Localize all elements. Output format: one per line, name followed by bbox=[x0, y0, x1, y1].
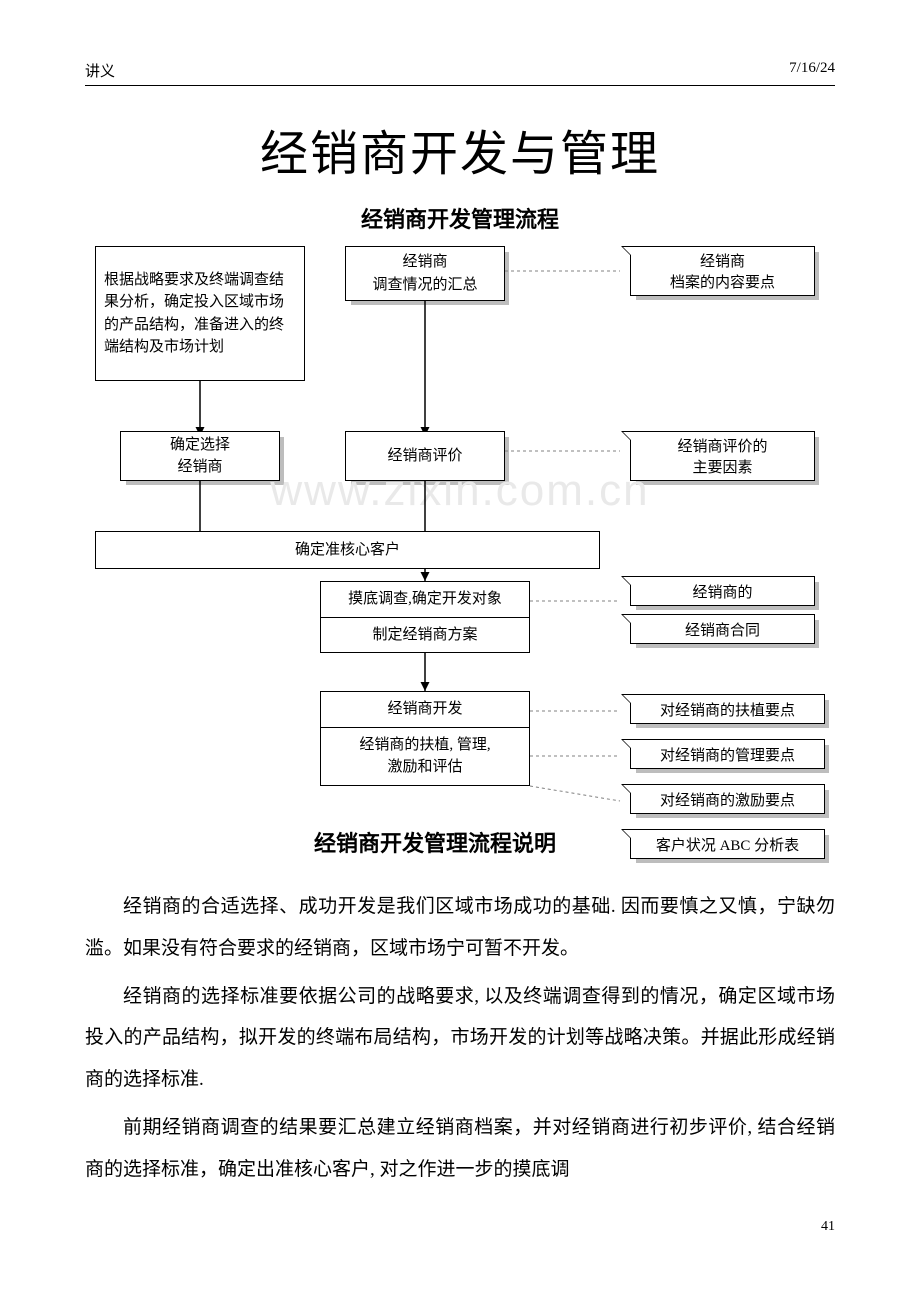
annot-support-text: 对经销商的扶植要点 bbox=[660, 699, 795, 720]
header-left: 讲义 bbox=[85, 60, 115, 81]
box-dev: 经销商开发 经销商的扶植, 管理, 激励和评估 bbox=[320, 691, 530, 786]
main-title: 经销商开发与管理 bbox=[85, 114, 835, 184]
annot-manage: 对经销商的管理要点 bbox=[630, 739, 825, 769]
box-eval: 经销商评价 bbox=[345, 431, 505, 481]
box-strategy: 根据战略要求及终端调查结果分析，确定投入区域市场的产品结构，准备进入的终端结构及… bbox=[95, 246, 305, 381]
annot-support: 对经销商的扶植要点 bbox=[630, 694, 825, 724]
box-plan-bot-text: 制定经销商方案 bbox=[321, 618, 529, 653]
annot-abc-text: 客户状况 ABC 分析表 bbox=[656, 834, 799, 855]
box-core-text: 确定准核心客户 bbox=[295, 539, 400, 562]
annot-contract-bot-text: 经销商合同 bbox=[685, 619, 760, 640]
page-number: 41 bbox=[85, 1219, 835, 1235]
box-core: 确定准核心客户 bbox=[95, 531, 600, 569]
box-survey-text: 经销商 调查情况的汇总 bbox=[372, 251, 477, 296]
annot-contract-top: 经销商的 bbox=[630, 576, 815, 606]
box-dev-top-text: 经销商开发 bbox=[321, 692, 529, 728]
annot-manage-text: 对经销商的管理要点 bbox=[660, 744, 795, 765]
annot-contract-bot: 经销商合同 bbox=[630, 614, 815, 644]
box-dev-bot-text: 经销商的扶植, 管理, 激励和评估 bbox=[321, 728, 529, 785]
header-right: 7/16/24 bbox=[789, 60, 835, 81]
explain-title: 经销商开发管理流程说明 bbox=[255, 826, 615, 858]
paragraph-3: 前期经销商调查的结果要汇总建立经销商档案，并对经销商进行初步评价, 结合经销商的… bbox=[85, 1107, 835, 1191]
annot-contract-top-text: 经销商的 bbox=[692, 581, 752, 602]
box-eval-text: 经销商评价 bbox=[387, 445, 462, 468]
annot-eval-factor-text: 经销商评价的 主要因素 bbox=[677, 435, 767, 477]
body-text: 经销商的合适选择、成功开发是我们区域市场成功的基础. 因而要慎之又慎，宁缺勿滥。… bbox=[85, 886, 835, 1191]
box-plan-top-text: 摸底调查,确定开发对象 bbox=[321, 582, 529, 618]
box-plan: 摸底调查,确定开发对象 制定经销商方案 bbox=[320, 581, 530, 653]
paragraph-1: 经销商的合适选择、成功开发是我们区域市场成功的基础. 因而要慎之又慎，宁缺勿滥。… bbox=[85, 886, 835, 970]
flowchart: 根据战略要求及终端调查结果分析，确定投入区域市场的产品结构，准备进入的终端结构及… bbox=[85, 246, 835, 886]
annot-eval-factor: 经销商评价的 主要因素 bbox=[630, 431, 815, 481]
annot-archive-text: 经销商 档案的内容要点 bbox=[670, 250, 775, 292]
paragraph-2: 经销商的选择标准要依据公司的战略要求, 以及终端调查得到的情况，确定区域市场投入… bbox=[85, 976, 835, 1101]
annot-archive: 经销商 档案的内容要点 bbox=[630, 246, 815, 296]
flow-title: 经销商开发管理流程 bbox=[85, 202, 835, 234]
box-select-text: 确定选择 经销商 bbox=[170, 434, 230, 479]
box-survey: 经销商 调查情况的汇总 bbox=[345, 246, 505, 301]
annot-abc: 客户状况 ABC 分析表 bbox=[630, 829, 825, 859]
box-select: 确定选择 经销商 bbox=[120, 431, 280, 481]
annot-motivate-text: 对经销商的激励要点 bbox=[660, 789, 795, 810]
annot-motivate: 对经销商的激励要点 bbox=[630, 784, 825, 814]
box-strategy-text: 根据战略要求及终端调查结果分析，确定投入区域市场的产品结构，准备进入的终端结构及… bbox=[104, 269, 296, 359]
